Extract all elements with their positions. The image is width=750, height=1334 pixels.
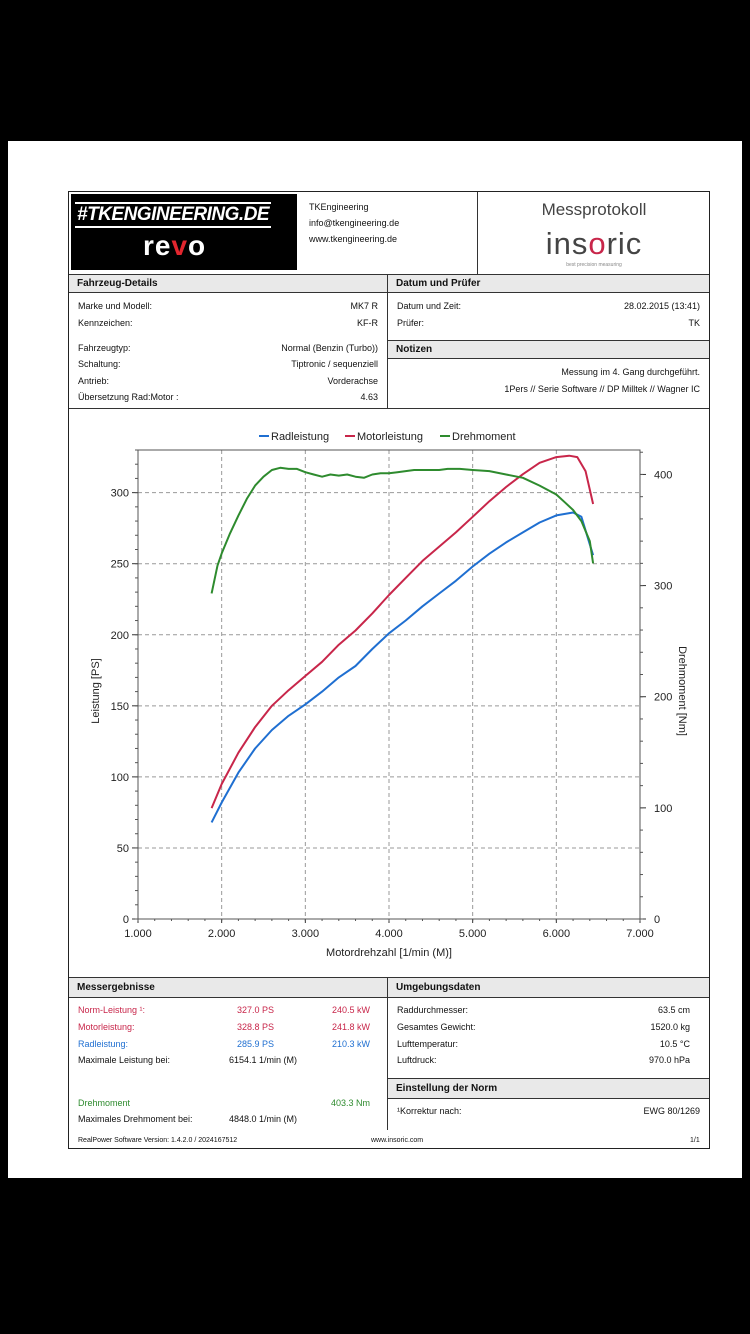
y-tick-label: 200 [111, 630, 129, 642]
vehicle-label-drive: Antrieb: [78, 376, 110, 386]
norm-label: ¹Korrektur nach: [397, 1106, 462, 1116]
chart-ticks: 1.000 2.000 3.000 4.000 5.000 6.000 7.00005010… [111, 449, 672, 940]
env-value-temp: 10.5 °C [659, 1039, 690, 1049]
x-tick-label: 6.000 [543, 928, 571, 940]
results-section-title: Messergebnisse [69, 978, 387, 998]
series-line-drehmoment [210, 466, 595, 594]
legend-label-drehmoment: Drehmoment [452, 431, 516, 443]
env-value-weight: 1520.0 kg [650, 1022, 690, 1032]
vehicle-value-type: Normal (Benzin (Turbo)) [281, 343, 378, 353]
norm-power-ps: 327.0 PS [236, 1005, 274, 1015]
norm-section-title: Einstellung der Norm [388, 1079, 709, 1099]
contact-email[interactable]: info@tkengineering.de [309, 218, 400, 228]
norm-power-kw: 240.5 kW [331, 1005, 370, 1015]
revo-logo: revo [143, 230, 207, 261]
y2-tick-label: 400 [654, 469, 672, 481]
y2-axis-label: Drehmoment [Nm] [676, 646, 688, 736]
max-torque-label: Maximales Drehmoment bei: [78, 1114, 193, 1124]
tkengineering-revo-logo: #TKENGINEERING.DE revo [71, 194, 297, 270]
report-title: Messprotokoll [541, 200, 647, 219]
notes-line-2: 1Pers // Serie Software // DP Milltek //… [504, 384, 700, 394]
date-label-inspector: Prüfer: [397, 318, 425, 328]
chart-legend: Radleistung Motorleistung Drehmoment [259, 431, 516, 443]
motor-power-ps: 328.8 PS [236, 1022, 274, 1032]
footer-page-number: 1/1 [690, 1137, 700, 1144]
y-tick-label: 300 [111, 488, 129, 500]
y-tick-label: 150 [111, 701, 129, 713]
y-tick-label: 50 [117, 843, 129, 855]
env-value-wheel: 63.5 cm [657, 1005, 690, 1015]
vehicle-label-plate: Kennzeichen: [78, 318, 133, 328]
motor-power-kw: 241.8 kW [331, 1022, 370, 1032]
vehicle-value-ratio: 4.63 [360, 392, 378, 402]
torque-label: Drehmoment [78, 1098, 131, 1108]
x-tick-label: 5.000 [459, 928, 487, 940]
motor-power-label: Motorleistung: [78, 1022, 135, 1032]
y2-tick-label: 200 [654, 692, 672, 704]
y2-tick-label: 0 [654, 914, 660, 926]
vehicle-label-type: Fahrzeugtyp: [78, 343, 131, 353]
series-line-motorleistung [210, 454, 595, 809]
vehicle-label-gearbox: Schaltung: [78, 359, 121, 369]
x-tick-label: 7.000 [626, 928, 654, 940]
max-power-rpm: 6154.1 1/min (M) [229, 1055, 298, 1065]
contact-web[interactable]: www.tkengineering.de [309, 234, 398, 244]
torque-value: 403.3 Nm [330, 1098, 370, 1108]
legend-label-radleistung: Radleistung [271, 431, 329, 443]
norm-power-label: Norm-Leistung ¹: [78, 1005, 146, 1015]
legend-swatch-drehmoment [440, 435, 450, 437]
norm-value: EWG 80/1269 [643, 1106, 700, 1116]
env-label-wheel: Raddurchmesser: [397, 1005, 469, 1015]
env-label-weight: Gesamtes Gewicht: [397, 1022, 476, 1032]
footer-version: RealPower Software Version: 1.4.2.0 / 20… [78, 1137, 238, 1144]
max-torque-rpm: 4848.0 1/min (M) [229, 1114, 298, 1124]
insoric-logo: insoric [545, 226, 643, 261]
date-value-datetime: 28.02.2015 (13:41) [623, 301, 700, 311]
vehicle-value-gearbox: Tiptronic / sequenziell [291, 359, 378, 369]
max-power-label: Maximale Leistung bei: [78, 1055, 171, 1065]
legend-label-motorleistung: Motorleistung [357, 431, 423, 443]
wheel-power-label: Radleistung: [78, 1039, 129, 1049]
report-sheet: #TKENGINEERING.DE revo TKEngineering inf… [68, 191, 710, 1149]
env-label-temp: Lufttemperatur: [397, 1039, 459, 1049]
x-tick-label: 4.000 [375, 928, 403, 940]
x-axis-label: Motordrehzahl [1/min (M)] [326, 947, 452, 959]
insoric-tagline: best precision measuring [566, 262, 622, 268]
contact-name: TKEngineering [309, 202, 369, 212]
tk-logo-text: #TKENGINEERING.DE [75, 202, 272, 228]
x-tick-label: 1.000 [124, 928, 152, 940]
date-section-title: Datum und Prüfer [388, 275, 709, 293]
env-value-pressure: 970.0 hPa [648, 1055, 690, 1065]
y-axis-label: Leistung [PS] [90, 658, 102, 723]
wheel-power-ps: 285.9 PS [236, 1039, 274, 1049]
chart-grid [138, 450, 640, 919]
legend-swatch-radleistung [259, 435, 269, 437]
env-label-pressure: Luftdruck: [397, 1055, 437, 1065]
vehicle-label-ratio: Übersetzung Rad:Motor : [78, 392, 179, 402]
notes-section-title: Notizen [388, 341, 709, 359]
notes-line-1: Messung im 4. Gang durchgeführt. [561, 367, 700, 377]
vehicle-value-plate: KF-R [357, 318, 378, 328]
series-line-radleistung [210, 511, 595, 823]
vehicle-label-model: Marke und Modell: [78, 301, 153, 311]
vehicle-section-title: Fahrzeug-Details [69, 275, 387, 293]
vehicle-value-model: MK7 R [350, 301, 378, 311]
legend-swatch-motorleistung [345, 435, 355, 437]
environment-section-title: Umgebungsdaten [388, 978, 709, 998]
y2-tick-label: 100 [654, 803, 672, 815]
y-tick-label: 100 [111, 772, 129, 784]
paper-page [8, 141, 742, 1178]
vehicle-value-drive: Vorderachse [327, 376, 378, 386]
date-label-datetime: Datum und Zeit: [397, 301, 462, 311]
y-tick-label: 250 [111, 559, 129, 571]
y2-tick-label: 300 [654, 581, 672, 593]
y-tick-label: 0 [123, 914, 129, 926]
chart-series [210, 454, 595, 823]
wheel-power-kw: 210.3 kW [331, 1039, 370, 1049]
date-value-inspector: TK [688, 318, 700, 328]
x-tick-label: 2.000 [208, 928, 236, 940]
dyno-chart: Radleistung Motorleistung Drehmoment 1.0… [90, 431, 688, 959]
footer-url[interactable]: www.insoric.com [371, 1137, 424, 1144]
x-tick-label: 3.000 [292, 928, 320, 940]
